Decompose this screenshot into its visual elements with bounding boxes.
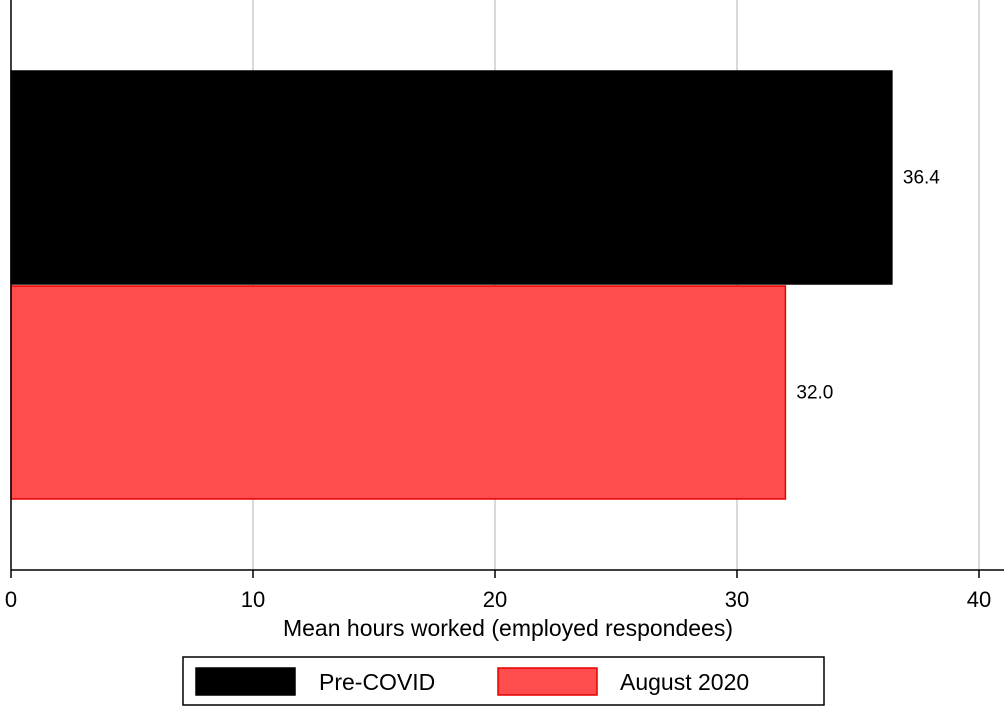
x-tick-label-30: 30 xyxy=(725,587,749,612)
x-tick-label-20: 20 xyxy=(483,587,507,612)
bars xyxy=(10,70,893,500)
legend-label-pre-covid: Pre-COVID xyxy=(319,669,435,695)
x-axis-title: Mean hours worked (employed respondees) xyxy=(283,615,733,641)
data-label-pre-covid: 36.4 xyxy=(903,168,940,189)
legend-swatch-pre-covid xyxy=(195,667,296,696)
legend-swatch-august-2020 xyxy=(497,667,598,696)
legend: Pre-COVID August 2020 xyxy=(182,656,825,706)
x-tick-label-40: 40 xyxy=(967,587,991,612)
x-tick-label-0: 0 xyxy=(5,587,17,612)
x-tick-label-10: 10 xyxy=(241,587,265,612)
bar-pre-covid xyxy=(10,70,893,285)
bar-august-2020 xyxy=(10,285,787,500)
data-labels: 36.4 32.0 xyxy=(796,168,940,404)
data-label-august-2020: 32.0 xyxy=(796,383,833,404)
x-axis-ticks: 0 10 20 30 40 xyxy=(5,570,991,612)
legend-label-august-2020: August 2020 xyxy=(620,669,749,695)
